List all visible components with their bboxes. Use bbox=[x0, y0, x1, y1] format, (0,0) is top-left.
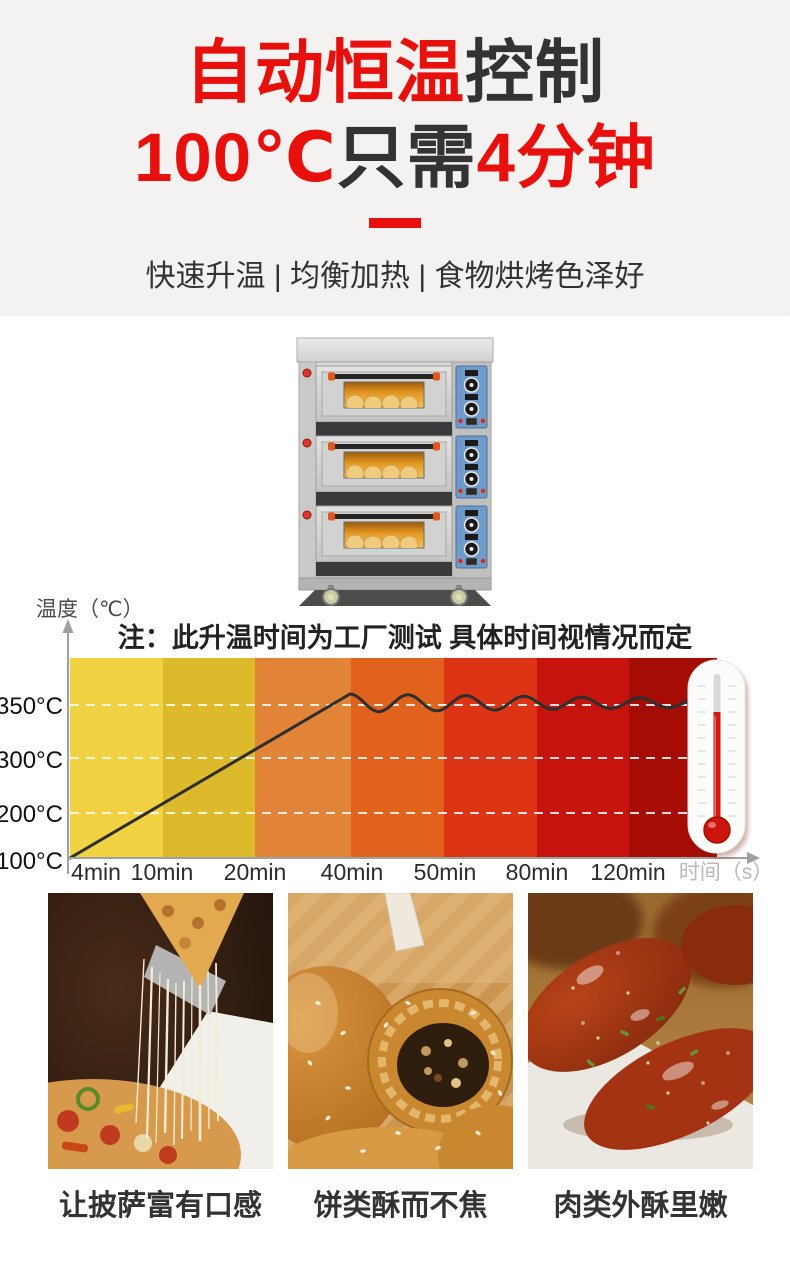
x-axis-arrow-icon bbox=[747, 852, 760, 864]
basket-ribbon bbox=[384, 893, 425, 952]
spatula bbox=[144, 945, 226, 1015]
sesame-pastry-photo bbox=[288, 893, 513, 1169]
headline-line1-highlight: 自动恒温 bbox=[185, 34, 465, 111]
red-divider bbox=[369, 218, 421, 228]
oven-base bbox=[298, 577, 492, 591]
indicator-light-icon bbox=[302, 510, 312, 520]
oven-base-plate bbox=[299, 590, 491, 606]
green-onion-garnish bbox=[586, 986, 699, 1110]
y-tick-350: 350°C bbox=[0, 693, 63, 720]
x-tick-10min: 10min bbox=[131, 859, 194, 885]
thermometer-ticks bbox=[698, 685, 736, 817]
thermometer-icon bbox=[687, 659, 748, 857]
heating-curve-line bbox=[68, 692, 690, 860]
headline-line1-dark: 控制 bbox=[465, 34, 605, 111]
oven-deck-2 bbox=[315, 435, 488, 506]
bread-in-window bbox=[345, 394, 419, 408]
hero-section: 自动恒温控制 100℃只需4分钟 快速升温 | 均衡加热 | 食物烘烤色泽好 bbox=[0, 0, 790, 316]
y-tick-100: 100°C bbox=[0, 848, 63, 875]
pizza-slice bbox=[140, 893, 244, 989]
indicator-light-icon bbox=[302, 438, 312, 448]
oven-deck-3 bbox=[315, 505, 488, 576]
x-tick-20min: 20min bbox=[224, 859, 287, 885]
x-tick-4min: 4min bbox=[71, 859, 121, 885]
oven-deck-1 bbox=[315, 365, 488, 436]
glazed-chicken-wings-photo bbox=[528, 893, 753, 1169]
sesame-specks bbox=[571, 986, 710, 1125]
chart-x-axis-label: 时间（s） bbox=[679, 861, 774, 884]
oven-handle bbox=[332, 374, 436, 379]
chart-y-axis-label: 温度（℃） bbox=[36, 598, 144, 621]
chicken-wing bbox=[528, 938, 692, 1072]
sesame-seeds bbox=[307, 1000, 503, 1153]
caption-wings: 肉类外酥里嫩 bbox=[553, 1190, 728, 1222]
hero-subtitle: 快速升温 | 均衡加热 | 食物烘烤色泽好 bbox=[145, 260, 645, 293]
x-tick-50min: 50min bbox=[414, 859, 477, 885]
pizza-cheese-pull-photo bbox=[48, 893, 273, 1169]
chicken-wing bbox=[681, 905, 753, 985]
y-tick-200: 200°C bbox=[0, 801, 63, 828]
oven-product-image bbox=[289, 333, 501, 611]
x-tick-120min: 120min bbox=[590, 859, 665, 885]
x-tick-80min: 80min bbox=[506, 859, 569, 885]
y-axis-arrow-icon bbox=[62, 619, 74, 633]
cheese-strands bbox=[135, 958, 219, 1146]
oven-illustration bbox=[296, 337, 494, 606]
indicator-light-icon bbox=[302, 368, 312, 378]
heating-chart: 温度（℃） 注：此升温时间为工厂测试 具体时间视情况而定 350°C 300°C… bbox=[0, 590, 790, 890]
chart-note: 注：此升温时间为工厂测试 具体时间视情况而定 bbox=[118, 622, 693, 653]
x-tick-40min: 40min bbox=[321, 859, 384, 885]
oven-top-cap bbox=[296, 337, 494, 363]
glaze-highlights bbox=[576, 951, 730, 1110]
oven-left-column bbox=[298, 361, 317, 579]
pastry-filling bbox=[397, 1023, 489, 1107]
headline-mid: 只需 bbox=[336, 119, 477, 196]
headline-time: 4分钟 bbox=[476, 119, 657, 196]
headline-line1: 自动恒温控制 bbox=[0, 34, 790, 112]
headline-line2: 100℃只需4分钟 bbox=[0, 118, 790, 198]
chicken-wing bbox=[584, 1028, 753, 1150]
heating-chart-svg: 温度（℃） 注：此升温时间为工厂测试 具体时间视情况而定 350°C 300°C… bbox=[0, 598, 774, 885]
caster-wheel-icon bbox=[450, 585, 468, 606]
caster-wheel-icon bbox=[322, 585, 340, 606]
caption-pizza: 让披萨富有口感 bbox=[58, 1190, 262, 1222]
headline-temp: 100℃ bbox=[133, 119, 337, 196]
y-tick-300: 300°C bbox=[0, 747, 63, 774]
caption-pastry: 饼类酥而不焦 bbox=[313, 1190, 488, 1222]
pastry-bun bbox=[288, 966, 406, 1150]
